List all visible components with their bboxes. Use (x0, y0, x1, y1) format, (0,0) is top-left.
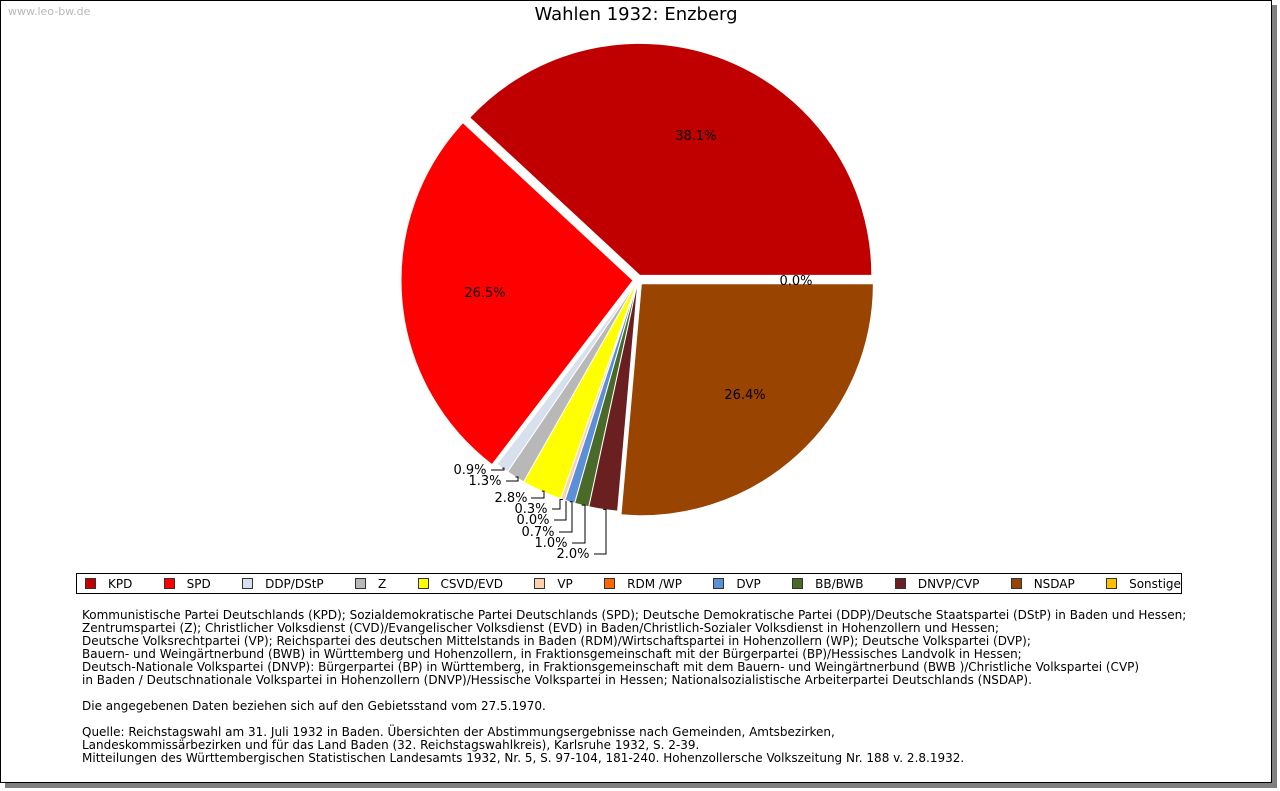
notes-line: Die angegebenen Daten beziehen sich auf … (82, 699, 546, 713)
legend-item: Sonstige (1106, 577, 1181, 591)
legend-label: KPD (108, 576, 133, 591)
leader-line (559, 501, 573, 533)
notes-line: Zentrumspartei (Z); Christlicher Volksdi… (82, 621, 1000, 635)
legend-swatch (1106, 578, 1118, 589)
legend-label: VP (557, 576, 573, 591)
notes-text: Kommunistische Partei Deutschlands (KPD)… (82, 609, 1232, 765)
legend-swatch (792, 578, 804, 589)
slice-label-ddp-dstp: 0.9% (453, 463, 486, 478)
legend-swatch (242, 578, 254, 589)
legend-item: Z (354, 576, 387, 591)
legend: KPD SPD DDP/DStP Z CSVD/EVD VP RDM /WP DVP BB/BW… (76, 573, 1182, 594)
legend-item: DDP/DStP (242, 577, 324, 591)
legend-item: RDM /WP (604, 577, 682, 591)
legend-swatch (713, 578, 725, 589)
legend-label: DVP (736, 576, 761, 591)
pie-chart: 38.1%26.5%0.9%1.3%2.8%0.3%0.0%0.7%1.0%2.… (400, 42, 874, 562)
legend-swatch (1010, 578, 1022, 589)
slice-label-nsdap: 26.4% (724, 388, 765, 403)
notes-line: Deutsche Volksrechtpartei (VP); Reichspa… (82, 634, 1031, 648)
notes-line: Bauern- und Weingärtnerbund (BWB) in Wür… (82, 647, 1022, 661)
legend-label: DDP/DStP (265, 576, 324, 591)
legend-swatch (417, 578, 429, 589)
slice-label-vp: 0.3% (514, 502, 547, 517)
chart-title: Wahlen 1932: Enzberg (534, 4, 738, 25)
legend-swatch (85, 578, 96, 589)
legend-label: NSDAP (1033, 576, 1075, 591)
slice-label-rdm-wp: 0.0% (516, 513, 549, 528)
notes-line: Deutsch-Nationale Volkspartei (DNVP): Bü… (82, 660, 1140, 674)
slice-label-bb-bwb: 1.0% (534, 536, 567, 551)
legend-item: KPD (85, 577, 132, 591)
leader-line (552, 498, 563, 510)
watermark: www.leo-bw.de (8, 5, 91, 18)
pie-slice-spd (400, 121, 634, 466)
pie-slice-nsdap (620, 283, 874, 517)
notes-line: Mitteilungen des Württembergischen Stati… (82, 751, 965, 765)
legend-label: BB/BWB (815, 576, 864, 591)
slice-label-spd: 26.5% (464, 286, 505, 301)
slice-label-kpd: 38.1% (675, 129, 716, 144)
legend-item: DVP (713, 576, 761, 591)
legend-item: SPD (163, 576, 211, 591)
legend-item: NSDAP (1010, 576, 1075, 591)
legend-swatch (163, 578, 175, 589)
notes-line: Kommunistische Partei Deutschlands (KPD)… (82, 608, 1187, 622)
legend-label: Z (377, 576, 387, 591)
legend-label: CSVD/EVD (440, 576, 504, 591)
legend-label: DNVP/CVP (917, 576, 980, 591)
legend-item: VP (534, 576, 573, 591)
legend-item: BB/BWB (792, 576, 864, 591)
legend-swatch (534, 578, 546, 589)
slice-label-dnvp-cvp: 2.0% (556, 547, 589, 562)
leader-line (531, 490, 545, 499)
notes-line: Landeskommissärbezirken und für das Land… (82, 738, 700, 752)
legend-item: DNVP/CVP (894, 576, 980, 591)
legend-swatch (354, 578, 366, 589)
slice-label-dvp: 0.7% (521, 525, 554, 540)
legend-item: CSVD/EVD (417, 576, 504, 591)
legend-swatch (604, 578, 616, 589)
legend-label: Sonstige (1129, 576, 1181, 591)
slice-label-sonstige: 0.0% (779, 274, 812, 289)
slice-label-csvd-evd: 2.8% (494, 491, 527, 506)
slice-label-z: 1.3% (468, 474, 501, 489)
notes-line: Quelle: Reichstagswahl am 31. Juli 1932 … (82, 725, 835, 739)
pie-slice-kpd (469, 42, 873, 276)
leader-line (572, 504, 586, 544)
legend-swatch (894, 578, 906, 589)
leader-line (506, 476, 519, 482)
leader-line (594, 508, 607, 555)
legend-label: RDM /WP (627, 576, 682, 591)
leader-line (491, 467, 505, 471)
legend-label: SPD (186, 576, 211, 591)
notes-line: in Baden / Deutschnationale Volkspartei … (82, 673, 1032, 687)
